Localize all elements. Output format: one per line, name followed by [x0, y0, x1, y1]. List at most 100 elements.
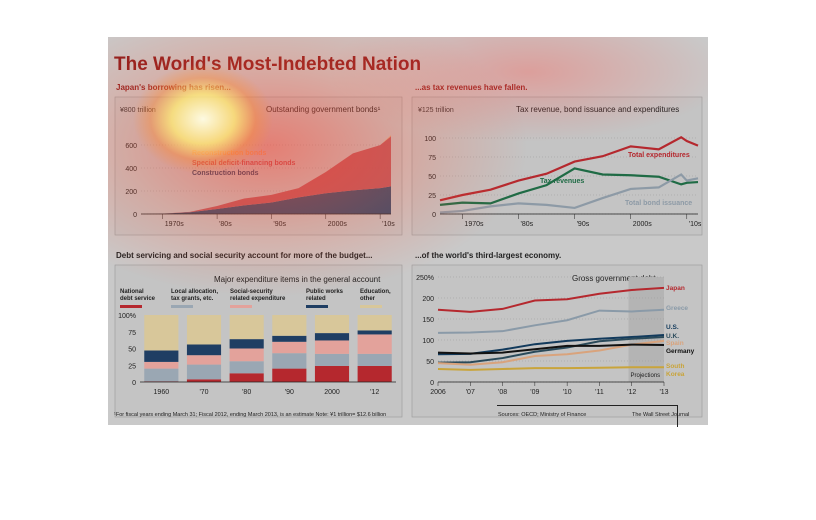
chart1-x-tick-label: 1970s — [165, 221, 185, 228]
publisher: The Wall Street Journal — [632, 412, 689, 418]
chart4-x-tick-label: '13 — [659, 389, 668, 396]
chart3-bar-segment — [229, 339, 264, 349]
chart2-title: Tax revenue, bond issuance and expenditu… — [516, 105, 679, 114]
chart4-series-label-1: Greece — [666, 305, 688, 312]
chart3-bar-segment — [272, 368, 307, 382]
chart4-projection-shade — [628, 277, 664, 382]
chart3-bar-segment — [229, 348, 264, 362]
chart3-x-tick-label: '90 — [285, 389, 294, 396]
chart4-series-label-0: Japan — [666, 285, 685, 292]
chart3-x-tick-label: '80 — [242, 389, 251, 396]
chart3-x-tick-label: 2000 — [324, 389, 340, 396]
chart1-y-tick-label: 0 — [133, 212, 137, 219]
chart3-subtitle: Debt servicing and social security accou… — [116, 251, 373, 260]
chart1-subtitle: Japan's borrowing has risen... — [116, 83, 231, 92]
chart3-legend-swatch-2 — [230, 305, 252, 308]
chart3-bar-segment — [272, 335, 307, 342]
chart3-bar-segment — [357, 365, 392, 382]
chart1-unit-label: ¥800 trillion — [120, 107, 156, 114]
chart2-x-tick-label: '80s — [521, 221, 534, 228]
chart4-series-label-2: U.S. — [666, 324, 679, 331]
chart3-y-tick-label: 75 — [128, 330, 136, 337]
chart4-x-tick-label: '12 — [627, 389, 636, 396]
chart1-series-label: Special deficit-financing bonds — [192, 160, 296, 167]
chart3-y-tick-label: 100% — [118, 313, 136, 320]
chart4-x-tick-label: '09 — [530, 389, 539, 396]
chart3-bar-segment — [186, 344, 222, 356]
chart2-y-tick-label: 100 — [424, 136, 436, 143]
chart1-x-tick-label: 2000s — [328, 221, 348, 228]
chart3-bar-segment — [272, 315, 307, 336]
chart3-y-tick-label: 25 — [128, 363, 136, 370]
chart2-x-tick-label: 1970s — [464, 221, 484, 228]
chart2-series-label: Total bond issuance — [625, 200, 692, 207]
chart2-y-tick-label: 0 — [432, 212, 436, 219]
chart3-bar-segment — [186, 379, 222, 382]
infographic-panel: The World's Most-Indebted Nation Japan's… — [108, 37, 708, 425]
infographic-svg: The World's Most-Indebted Nation Japan's… — [114, 54, 703, 418]
chart2-x-tick-label: 2000s — [633, 221, 653, 228]
chart3-bar-segment — [229, 373, 264, 382]
chart2-x-tick-label: '90s — [577, 221, 590, 228]
chart3-bar-segment — [272, 341, 307, 354]
chart1-x-tick-label: '10s — [382, 221, 395, 228]
chart4-y-tick-label: 100 — [422, 338, 434, 345]
chart1-series-label: Reconstruction bonds — [192, 150, 266, 157]
chart1-x-tick-label: '80s — [219, 221, 232, 228]
chart4-subtitle: ...of the world's third-largest economy. — [415, 251, 561, 260]
chart3-bar-segment — [144, 361, 179, 369]
chart1-y-tick-label: 600 — [125, 143, 137, 150]
chart3-bar-segment — [186, 315, 222, 345]
chart3-x-tick-label: 1960 — [154, 389, 170, 396]
chart2-y-tick-label: 75 — [428, 155, 436, 162]
chart3-bar-segment — [314, 353, 350, 366]
chart2-y-tick-label: 50 — [428, 174, 436, 181]
chart2-unit-label: ¥125 trillion — [418, 107, 454, 114]
chart3-bar-segment — [314, 333, 350, 341]
chart3-legend-swatch-0 — [120, 305, 142, 308]
chart1-title: Outstanding government bonds¹ — [266, 105, 381, 114]
chart3-x-tick-label: '12 — [370, 389, 379, 396]
chart4-x-tick-label: '10 — [563, 389, 572, 396]
chart4-projection-label: Projections — [630, 373, 660, 379]
chart4-series-label-5: Germany — [666, 348, 695, 355]
chart4-y-tick-label: 250% — [416, 275, 434, 282]
chart4-series-label-6: South Korea — [666, 363, 685, 378]
chart2-subtitle: ...as tax revenues have fallen. — [415, 83, 528, 92]
chart4-x-tick-label: 2006 — [430, 389, 446, 396]
chart3-bar-segment — [186, 364, 222, 380]
chart4-series-label-3: U.K. — [666, 333, 679, 340]
chart3-bar-segment — [357, 330, 392, 335]
chart2-series-label: Total expenditures — [628, 152, 690, 159]
chart3-bar-segment — [144, 368, 179, 382]
chart1-x-tick-label: '90s — [273, 221, 286, 228]
chart4-x-tick-label: '11 — [595, 389, 604, 396]
chart3-legend-swatch-4 — [360, 305, 382, 308]
chart2-series-label: Tax revenues — [540, 178, 584, 185]
footer-rule — [497, 405, 677, 406]
chart4-y-tick-label: 200 — [422, 296, 434, 303]
chart4-x-tick-label: '08 — [498, 389, 507, 396]
chart3-legend-swatch-3 — [306, 305, 328, 308]
chart3-x-tick-label: '70 — [199, 389, 208, 396]
sources: Sources: OECD; Ministry of Finance — [498, 412, 586, 418]
chart1-y-tick-label: 200 — [125, 189, 137, 196]
chart3-bar-segment — [272, 353, 307, 369]
chart3-bar-segment — [357, 315, 392, 331]
chart4-series-label-4: Spain — [666, 340, 684, 347]
footnote: ¹For fiscal years ending March 31; Fisca… — [114, 412, 386, 418]
chart3-legend-swatch-1 — [171, 305, 193, 308]
chart4-y-tick-label: 150 — [422, 317, 434, 324]
chart3-bar-segment — [144, 315, 179, 351]
chart2-y-tick-label: 25 — [428, 193, 436, 200]
chart4-y-tick-label: 50 — [426, 359, 434, 366]
chart3-y-tick-label: 50 — [128, 347, 136, 354]
chart2-x-tick-label: '10s — [689, 221, 702, 228]
chart1-y-tick-label: 400 — [125, 166, 137, 173]
chart3-bar-segment — [314, 315, 350, 334]
chart3-bar-segment — [314, 365, 350, 382]
chart3-bar-segment — [357, 353, 392, 366]
chart4-y-tick-label: 0 — [430, 380, 434, 387]
chart3-title: Major expenditure items in the general a… — [214, 275, 381, 284]
main-title: The World's Most-Indebted Nation — [114, 54, 421, 75]
